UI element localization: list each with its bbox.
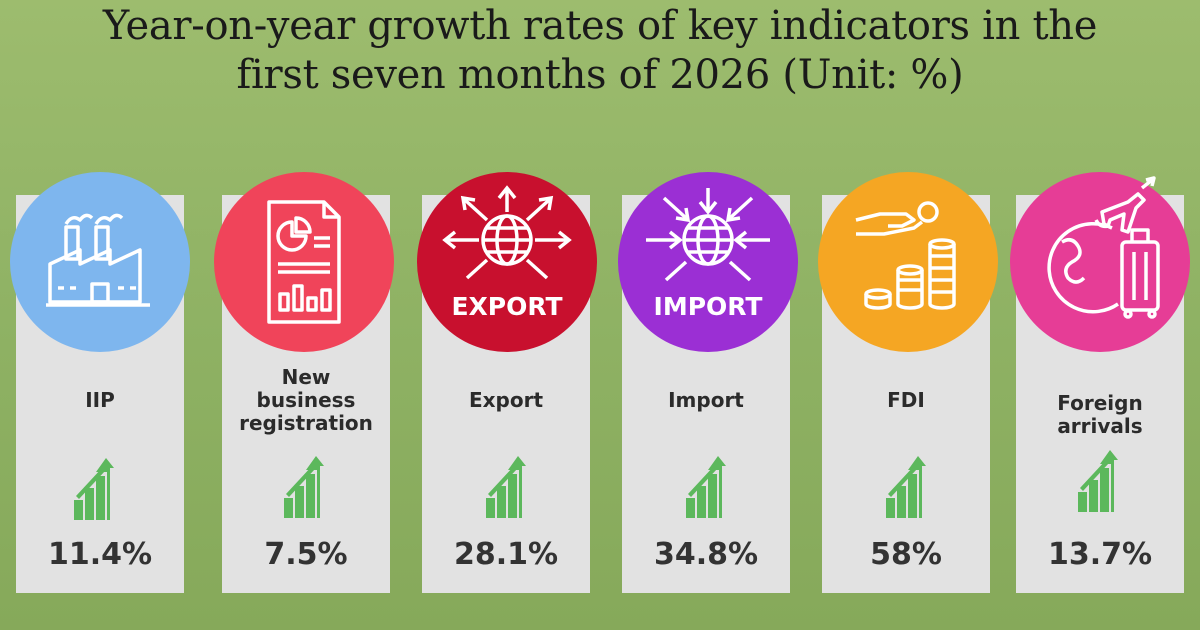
circle-export: EXPORT xyxy=(417,172,597,352)
label-iip: IIP xyxy=(85,388,115,412)
value-foreign-arrivals: 13.7% xyxy=(1047,537,1153,572)
value-new-business-registration: 7.5% xyxy=(264,537,348,572)
globe-plane-luggage-icon xyxy=(1047,176,1160,319)
report-document-icon xyxy=(267,200,341,324)
title-line-1: Year-on-year growth rates of key indicat… xyxy=(102,3,1098,49)
globe-outward-arrows-icon: EXPORT xyxy=(442,185,572,321)
factory-icon xyxy=(46,213,150,307)
growth-arrow-icon xyxy=(886,456,926,518)
svg-text:IMPORT: IMPORT xyxy=(654,292,763,321)
growth-arrow-icon xyxy=(686,456,726,518)
value-fdi: 58% xyxy=(870,537,942,572)
label-import: Import xyxy=(668,388,744,412)
value-import: 34.8% xyxy=(653,537,759,572)
svg-text:EXPORT: EXPORT xyxy=(451,292,562,321)
circle-foreign-arrivals xyxy=(1010,172,1190,352)
value-export: 28.1% xyxy=(453,537,559,572)
circle-new-business-registration xyxy=(214,172,394,352)
circle-iip xyxy=(10,172,190,352)
page-title: Year-on-year growth rates of key indicat… xyxy=(0,2,1200,100)
growth-arrow-icon xyxy=(1078,450,1118,512)
growth-arrow-icon xyxy=(486,456,526,518)
hand-coins-icon xyxy=(855,201,956,310)
label-export: Export xyxy=(468,388,544,412)
growth-arrow-icon xyxy=(74,458,114,520)
label-fdi: FDI xyxy=(887,388,925,412)
circle-fdi xyxy=(818,172,998,352)
value-iip: 11.4% xyxy=(47,537,153,572)
growth-arrow-icon xyxy=(284,456,324,518)
circle-import: IMPORT xyxy=(618,172,798,352)
title-line-2: first seven months of 2026 (Unit: %) xyxy=(236,52,964,98)
label-foreign-arrivals: Foreign arrivals xyxy=(1057,391,1143,438)
label-new-business-registration: New business registration xyxy=(239,365,373,435)
globe-inward-arrows-icon: IMPORT xyxy=(646,188,770,321)
